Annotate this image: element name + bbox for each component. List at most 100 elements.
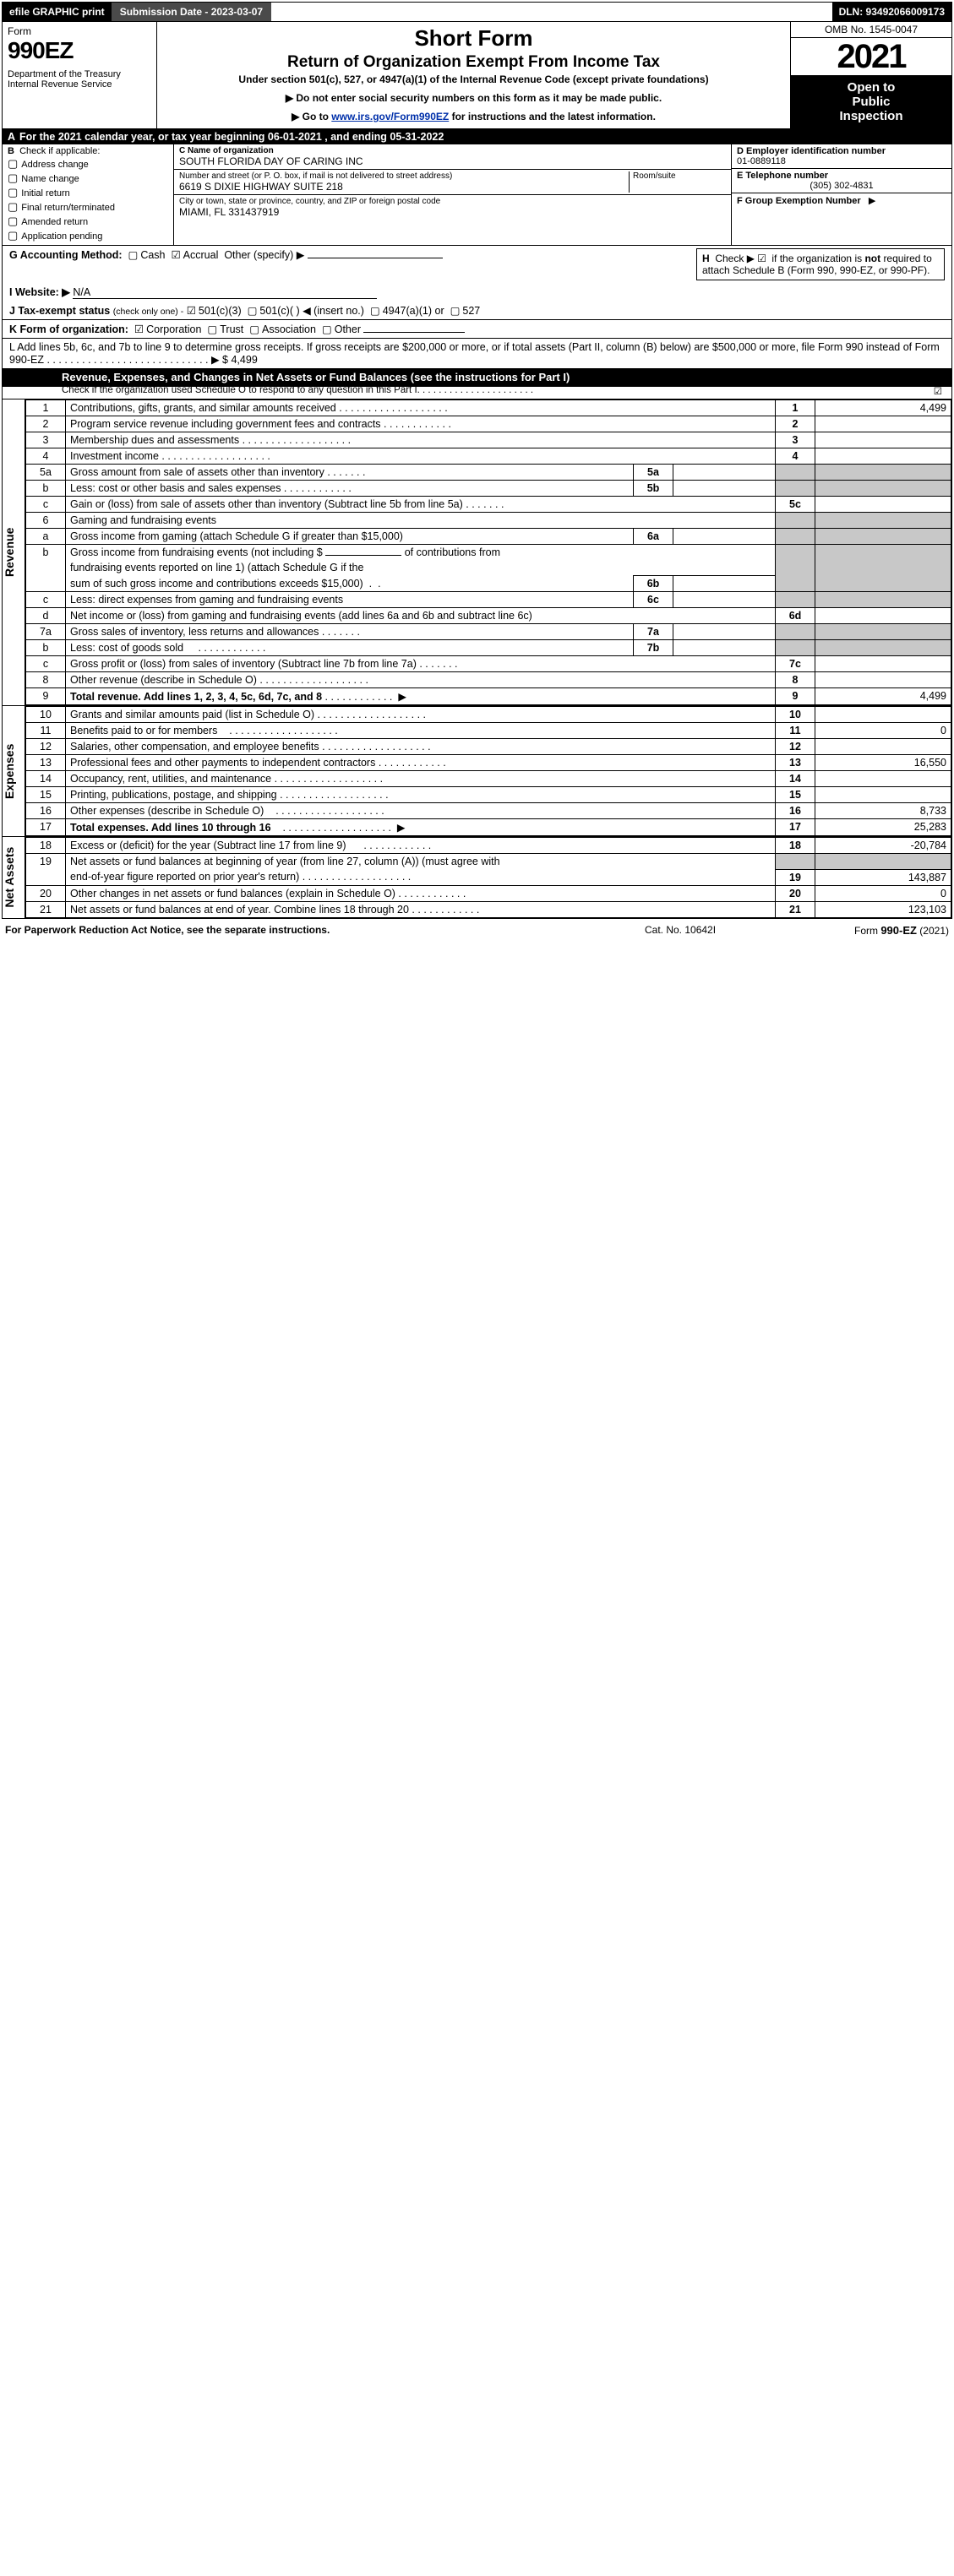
line-7b: bLess: cost of goods sold 7b (26, 640, 951, 656)
dln: DLN: 93492066009173 (832, 3, 951, 21)
dept-treasury: Department of the Treasury Internal Reve… (8, 69, 151, 90)
line-9: 9Total revenue. Add lines 1, 2, 3, 4, 5c… (26, 688, 951, 705)
cb-final-return[interactable]: Final return/terminated (8, 200, 168, 214)
cb-527[interactable]: 527 (450, 305, 481, 317)
phone-value: (305) 302-4831 (737, 181, 946, 191)
cb-schedule-o[interactable] (934, 385, 945, 397)
line-2: 2Program service revenue including gover… (26, 416, 951, 432)
k-other-input[interactable] (363, 332, 465, 333)
cb-application-pending[interactable]: Application pending (8, 229, 168, 242)
open-to-public: Open to Public Inspection (791, 75, 951, 128)
cb-address-change[interactable]: Address change (8, 157, 168, 171)
e-label: E Telephone number (737, 171, 828, 181)
cb-501c[interactable]: 501(c)( ) ◀ (insert no.) (248, 305, 364, 317)
efile-print-button[interactable]: efile GRAPHIC print (3, 3, 112, 21)
cb-cash[interactable]: Cash (128, 249, 166, 261)
section-h: H Check ▶ if the organization is not req… (696, 248, 945, 280)
row-a-tax-year: A For the 2021 calendar year, or tax yea… (3, 129, 951, 144)
d-label: D Employer identification number (737, 146, 886, 156)
label-a: A (8, 131, 19, 143)
line-6: 6Gaming and fundraising events (26, 513, 951, 529)
inspect-line3: Inspection (794, 109, 948, 123)
ssn-warning: ▶ Do not enter social security numbers o… (164, 92, 783, 104)
line-11: 11Benefits paid to or for members 110 (26, 723, 951, 739)
cb-4947[interactable]: 4947(a)(1) or (370, 305, 444, 317)
cb-h[interactable] (757, 253, 769, 264)
irs-link[interactable]: www.irs.gov/Form990EZ (331, 111, 449, 122)
goto-pre: ▶ Go to (292, 111, 331, 122)
header-right: OMB No. 1545-0047 2021 Open to Public In… (790, 22, 951, 128)
line-6d: dNet income or (loss) from gaming and fu… (26, 608, 951, 624)
h-text1: Check ▶ (715, 253, 755, 264)
contrib-input[interactable] (325, 555, 401, 556)
h-not: not (864, 253, 880, 264)
page-footer: For Paperwork Reduction Act Notice, see … (0, 921, 954, 940)
l-value: 4,499 (231, 354, 257, 366)
expenses-section: Expenses 10Grants and similar amounts pa… (3, 705, 951, 836)
form-number: 990EZ (8, 37, 151, 64)
line-6b-1: bGross income from fundraising events (n… (26, 545, 951, 561)
part-i-dots: . . . . . . . . . . . . . . . . . . . . … (417, 385, 533, 397)
j-sub: (check only one) - (113, 307, 183, 317)
cb-assoc[interactable]: Association (249, 323, 316, 335)
line-num: 1 (26, 400, 66, 416)
cb-501c3[interactable]: 501(c)(3) (187, 305, 242, 317)
org-street: 6619 S DIXIE HIGHWAY SUITE 218 (179, 181, 629, 193)
top-bar: efile GRAPHIC print Submission Date - 20… (3, 3, 951, 22)
netassets-label: Net Assets (3, 837, 16, 918)
org-name: SOUTH FLORIDA DAY OF CARING INC (179, 155, 726, 167)
expenses-label: Expenses (3, 706, 16, 836)
g-label: G Accounting Method: (9, 249, 123, 261)
section-g-h: G Accounting Method: Cash Accrual Other … (3, 246, 951, 283)
submission-date: Submission Date - 2023-03-07 (112, 3, 271, 21)
section-c: C Name of organization SOUTH FLORIDA DAY… (174, 144, 732, 245)
line-desc: Program service revenue including govern… (66, 416, 776, 432)
tax-year: 2021 (791, 38, 951, 75)
cat-no: Cat. No. 10642I (645, 924, 797, 937)
cb-trust[interactable]: Trust (207, 323, 243, 335)
line-5b: bLess: cost or other basis and sales exp… (26, 481, 951, 497)
line-6a: aGross income from gaming (attach Schedu… (26, 529, 951, 545)
website-value: N/A (73, 286, 377, 299)
line-desc: Contributions, gifts, grants, and simila… (70, 402, 336, 414)
cb-amended-return[interactable]: Amended return (8, 215, 168, 228)
form-title-block: Short Form Return of Organization Exempt… (157, 22, 790, 128)
f-arrow: ▶ (869, 196, 875, 206)
section-b: B Check if applicable: Address change Na… (3, 144, 174, 245)
line-5c: cGain or (loss) from sale of assets othe… (26, 497, 951, 513)
line-6c: cLess: direct expenses from gaming and f… (26, 592, 951, 608)
line-3: 3Membership dues and assessments3 (26, 432, 951, 448)
cb-other-org[interactable]: Other (322, 323, 361, 335)
g-other: Other (specify) ▶ (224, 249, 304, 261)
cb-initial-return[interactable]: Initial return (8, 186, 168, 199)
org-info-grid: B Check if applicable: Address change Na… (3, 144, 951, 246)
form-header: Form 990EZ Department of the Treasury In… (3, 22, 951, 129)
i-label: I Website: ▶ (9, 286, 70, 298)
revenue-label: Revenue (3, 399, 16, 705)
revenue-section: Revenue 1 Contributions, gifts, grants, a… (3, 399, 951, 705)
f-label: F Group Exemption Number (737, 196, 861, 206)
form-id-block: Form 990EZ Department of the Treasury In… (3, 22, 157, 128)
section-k: K Form of organization: Corporation Trus… (3, 320, 951, 339)
line-1: 1 Contributions, gifts, grants, and simil… (26, 400, 951, 416)
k-label: K Form of organization: (9, 323, 128, 335)
org-city: MIAMI, FL 331437919 (179, 206, 726, 218)
part-i-sub-text: Check if the organization used Schedule … (62, 385, 417, 397)
paperwork-notice: For Paperwork Reduction Act Notice, see … (5, 924, 645, 937)
netassets-table: 18Excess or (deficit) for the year (Subt… (25, 837, 951, 918)
section-def: D Employer identification number 01-0889… (732, 144, 951, 245)
line-8: 8Other revenue (describe in Schedule O)8 (26, 672, 951, 688)
cb-corp[interactable]: Corporation (134, 323, 202, 335)
line-4: 4Investment income4 (26, 448, 951, 465)
section-g: G Accounting Method: Cash Accrual Other … (9, 248, 681, 261)
form-ref: Form 990-EZ (2021) (797, 924, 949, 937)
expenses-table: 10Grants and similar amounts paid (list … (25, 706, 951, 836)
line-val: 4,499 (815, 400, 951, 416)
title-return: Return of Organization Exempt From Incom… (164, 53, 783, 72)
cb-name-change[interactable]: Name change (8, 171, 168, 185)
h-text2: if the organization is (771, 253, 864, 264)
line-15: 15Printing, publications, postage, and s… (26, 787, 951, 803)
subtitle: Under section 501(c), 527, or 4947(a)(1)… (164, 73, 783, 85)
cb-accrual[interactable]: Accrual (171, 249, 218, 261)
c-room-label: Room/suite (633, 171, 726, 181)
